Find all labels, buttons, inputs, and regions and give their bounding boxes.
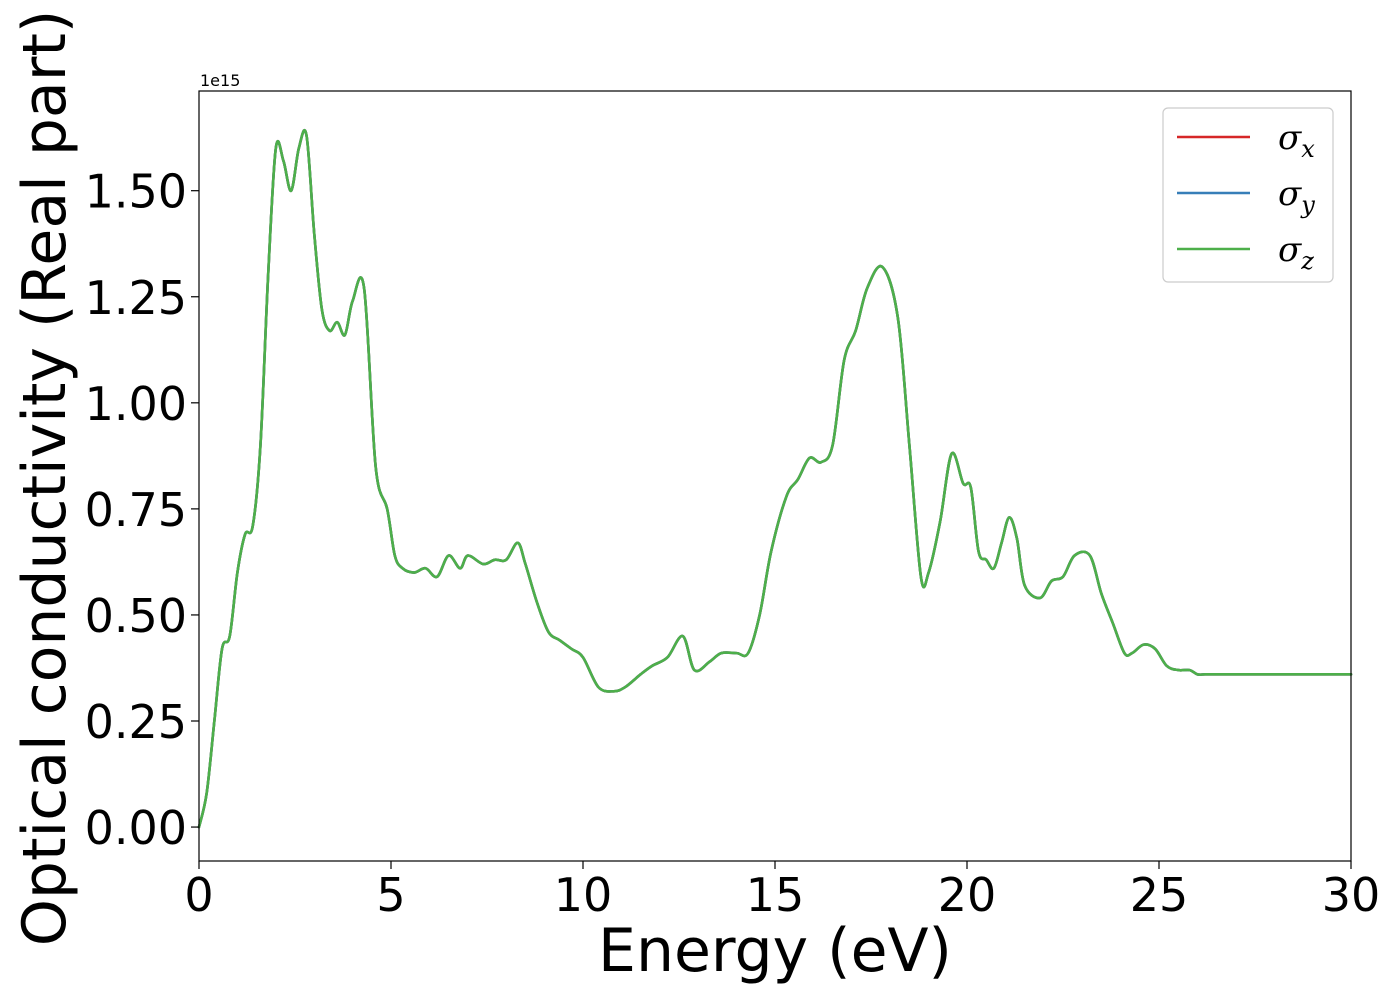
x-tick-label: 30 (1322, 868, 1381, 922)
y-axis-ticks: 0.00 0.25 0.50 0.75 1.00 1.25 1.50 (85, 165, 199, 855)
x-axis-ticks: 0 5 10 15 20 25 30 (184, 861, 1380, 922)
x-tick-label: 10 (554, 868, 613, 922)
x-tick-label: 0 (184, 868, 213, 922)
y-tick-label: 0.25 (85, 695, 187, 749)
legend-subscript: y (1300, 191, 1315, 219)
y-tick-label: 0.75 (85, 483, 187, 537)
legend-subscript: z (1300, 247, 1314, 275)
y-tick-label: 0.50 (85, 589, 187, 643)
y-axis-label: Optical conductivity (Real part) (10, 10, 80, 947)
x-tick-label: 15 (746, 868, 805, 922)
series-layer (197, 128, 1353, 829)
y-tick-label: 1.50 (85, 165, 187, 219)
y-tick-label: 0.00 (85, 801, 187, 855)
legend-subscript: x (1301, 135, 1315, 163)
legend-box (1162, 107, 1334, 283)
x-tick-label: 20 (938, 868, 997, 922)
x-tick-label: 25 (1130, 868, 1189, 922)
y-tick-label: 1.00 (85, 377, 187, 431)
series-line-z (197, 128, 1353, 829)
x-tick-label: 5 (376, 868, 405, 922)
y-tick-label: 1.25 (85, 271, 187, 325)
y-offset-label: 1e15 (200, 71, 240, 90)
x-axis-label: Energy (eV) (598, 916, 952, 986)
